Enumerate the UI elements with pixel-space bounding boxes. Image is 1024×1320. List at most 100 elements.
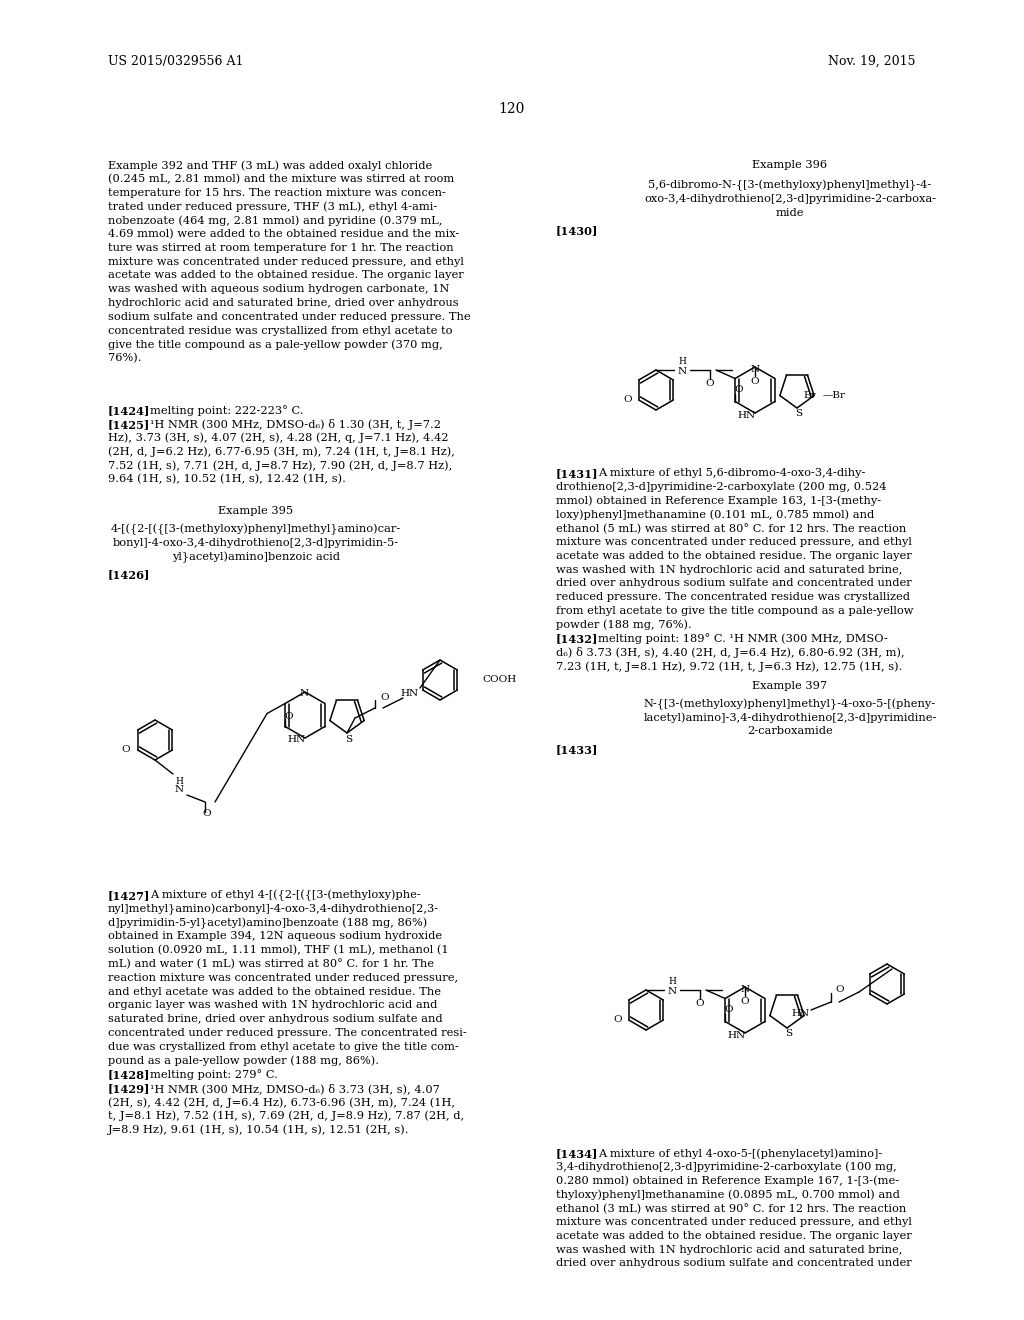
Text: 2-carboxamide: 2-carboxamide: [748, 726, 833, 737]
Text: A mixture of ethyl 4-oxo-5-[(phenylacetyl)amino]-: A mixture of ethyl 4-oxo-5-[(phenylacety…: [598, 1148, 883, 1159]
Text: [1429]: [1429]: [108, 1084, 151, 1094]
Text: hydrochloric acid and saturated brine, dried over anhydrous: hydrochloric acid and saturated brine, d…: [108, 298, 459, 308]
Text: ¹H NMR (300 MHz, DMSO-d₆) δ 3.73 (3H, s), 4.07: ¹H NMR (300 MHz, DMSO-d₆) δ 3.73 (3H, s)…: [150, 1084, 440, 1094]
Text: 3,4-dihydrothieno[2,3-d]pyrimidine-2-carboxylate (100 mg,: 3,4-dihydrothieno[2,3-d]pyrimidine-2-car…: [556, 1162, 897, 1172]
Text: [1427]: [1427]: [108, 890, 151, 902]
Text: ethanol (5 mL) was stirred at 80° C. for 12 hrs. The reaction: ethanol (5 mL) was stirred at 80° C. for…: [556, 523, 906, 533]
Text: N: N: [299, 689, 308, 698]
Text: A mixture of ethyl 5,6-dibromo-4-oxo-3,4-dihy-: A mixture of ethyl 5,6-dibromo-4-oxo-3,4…: [598, 469, 865, 478]
Text: Hz), 3.73 (3H, s), 4.07 (2H, s), 4.28 (2H, q, J=7.1 Hz), 4.42: Hz), 3.73 (3H, s), 4.07 (2H, s), 4.28 (2…: [108, 433, 449, 444]
Text: drothieno[2,3-d]pyrimidine-2-carboxylate (200 mg, 0.524: drothieno[2,3-d]pyrimidine-2-carboxylate…: [556, 482, 887, 492]
Text: O: O: [751, 376, 760, 385]
Text: solution (0.0920 mL, 1.11 mmol), THF (1 mL), methanol (1: solution (0.0920 mL, 1.11 mmol), THF (1 …: [108, 945, 449, 956]
Text: O: O: [624, 396, 632, 404]
Text: 7.23 (1H, t, J=8.1 Hz), 9.72 (1H, t, J=6.3 Hz), 12.75 (1H, s).: 7.23 (1H, t, J=8.1 Hz), 9.72 (1H, t, J=6…: [556, 661, 902, 672]
Text: N: N: [668, 987, 677, 997]
Text: COOH: COOH: [482, 676, 516, 685]
Text: was washed with 1N hydrochloric acid and saturated brine,: was washed with 1N hydrochloric acid and…: [556, 1245, 902, 1254]
Text: 5,6-dibromo-N-{[3-(methyloxy)phenyl]methyl}-4-: 5,6-dibromo-N-{[3-(methyloxy)phenyl]meth…: [648, 180, 932, 191]
Text: HN: HN: [728, 1031, 746, 1040]
Text: and ethyl acetate was added to the obtained residue. The: and ethyl acetate was added to the obtai…: [108, 986, 441, 997]
Text: acetate was added to the obtained residue. The organic layer: acetate was added to the obtained residu…: [108, 271, 464, 280]
Text: HN: HN: [792, 1010, 810, 1019]
Text: ture was stirred at room temperature for 1 hr. The reaction: ture was stirred at room temperature for…: [108, 243, 454, 253]
Text: Br: Br: [803, 392, 816, 400]
Text: [1432]: [1432]: [556, 634, 598, 644]
Text: acetate was added to the obtained residue. The organic layer: acetate was added to the obtained residu…: [556, 1230, 911, 1241]
Text: O: O: [695, 998, 705, 1007]
Text: was washed with aqueous sodium hydrogen carbonate, 1N: was washed with aqueous sodium hydrogen …: [108, 284, 450, 294]
Text: mide: mide: [776, 207, 804, 218]
Text: N: N: [678, 367, 686, 376]
Text: nyl]methyl}amino)carbonyl]-4-oxo-3,4-dihydrothieno[2,3-: nyl]methyl}amino)carbonyl]-4-oxo-3,4-dih…: [108, 904, 439, 915]
Text: H: H: [678, 356, 686, 366]
Text: concentrated under reduced pressure. The concentrated resi-: concentrated under reduced pressure. The…: [108, 1028, 467, 1038]
Text: H: H: [668, 977, 676, 986]
Text: S: S: [785, 1030, 793, 1039]
Text: mixture was concentrated under reduced pressure, and ethyl: mixture was concentrated under reduced p…: [108, 256, 464, 267]
Text: N: N: [751, 364, 760, 374]
Text: O: O: [836, 986, 845, 994]
Text: HN: HN: [738, 411, 756, 420]
Text: mixture was concentrated under reduced pressure, and ethyl: mixture was concentrated under reduced p…: [556, 1217, 912, 1228]
Text: trated under reduced pressure, THF (3 mL), ethyl 4-ami-: trated under reduced pressure, THF (3 mL…: [108, 202, 437, 213]
Text: saturated brine, dried over anhydrous sodium sulfate and: saturated brine, dried over anhydrous so…: [108, 1014, 442, 1024]
Text: Example 396: Example 396: [753, 160, 827, 170]
Text: reduced pressure. The concentrated residue was crystallized: reduced pressure. The concentrated resid…: [556, 593, 910, 602]
Text: (0.245 mL, 2.81 mmol) and the mixture was stirred at room: (0.245 mL, 2.81 mmol) and the mixture wa…: [108, 174, 455, 185]
Text: S: S: [345, 734, 352, 743]
Text: [1430]: [1430]: [556, 226, 598, 236]
Text: from ethyl acetate to give the title compound as a pale-yellow: from ethyl acetate to give the title com…: [556, 606, 913, 616]
Text: [1428]: [1428]: [108, 1069, 151, 1080]
Text: —Br: —Br: [822, 391, 845, 400]
Text: temperature for 15 hrs. The reaction mixture was concen-: temperature for 15 hrs. The reaction mix…: [108, 187, 445, 198]
Text: S: S: [796, 409, 803, 418]
Text: [1425]: [1425]: [108, 418, 151, 430]
Text: HN: HN: [288, 735, 306, 744]
Text: 7.52 (1H, s), 7.71 (2H, d, J=8.7 Hz), 7.90 (2H, d, J=8.7 Hz),: 7.52 (1H, s), 7.71 (2H, d, J=8.7 Hz), 7.…: [108, 461, 453, 471]
Text: obtained in Example 394, 12N aqueous sodium hydroxide: obtained in Example 394, 12N aqueous sod…: [108, 932, 442, 941]
Text: concentrated residue was crystallized from ethyl acetate to: concentrated residue was crystallized fr…: [108, 326, 453, 335]
Text: US 2015/0329556 A1: US 2015/0329556 A1: [108, 55, 244, 69]
Text: loxy)phenyl]methanamine (0.101 mL, 0.785 mmol) and: loxy)phenyl]methanamine (0.101 mL, 0.785…: [556, 510, 874, 520]
Text: nobenzoate (464 mg, 2.81 mmol) and pyridine (0.379 mL,: nobenzoate (464 mg, 2.81 mmol) and pyrid…: [108, 215, 442, 226]
Text: thyloxy)phenyl]methanamine (0.0895 mL, 0.700 mmol) and: thyloxy)phenyl]methanamine (0.0895 mL, 0…: [556, 1189, 900, 1200]
Text: dried over anhydrous sodium sulfate and concentrated under: dried over anhydrous sodium sulfate and …: [556, 1258, 911, 1269]
Text: 4.69 mmol) were added to the obtained residue and the mix-: 4.69 mmol) were added to the obtained re…: [108, 228, 459, 239]
Text: N-{[3-(methyloxy)phenyl]methyl}-4-oxo-5-[(pheny-: N-{[3-(methyloxy)phenyl]methyl}-4-oxo-5-…: [644, 698, 936, 710]
Text: mixture was concentrated under reduced pressure, and ethyl: mixture was concentrated under reduced p…: [556, 537, 912, 546]
Text: O: O: [122, 746, 130, 755]
Text: melting point: 222-223° C.: melting point: 222-223° C.: [150, 405, 303, 416]
Text: 120: 120: [499, 102, 525, 116]
Text: mL) and water (1 mL) was stirred at 80° C. for 1 hr. The: mL) and water (1 mL) was stirred at 80° …: [108, 960, 434, 970]
Text: [1424]: [1424]: [108, 405, 151, 416]
Text: O: O: [735, 385, 743, 393]
Text: H: H: [175, 777, 183, 787]
Text: 9.64 (1H, s), 10.52 (1H, s), 12.42 (1H, s).: 9.64 (1H, s), 10.52 (1H, s), 12.42 (1H, …: [108, 474, 346, 484]
Text: (2H, s), 4.42 (2H, d, J=6.4 Hz), 6.73-6.96 (3H, m), 7.24 (1H,: (2H, s), 4.42 (2H, d, J=6.4 Hz), 6.73-6.…: [108, 1097, 455, 1107]
Text: oxo-3,4-dihydrothieno[2,3-d]pyrimidine-2-carboxa-: oxo-3,4-dihydrothieno[2,3-d]pyrimidine-2…: [644, 194, 936, 203]
Text: Nov. 19, 2015: Nov. 19, 2015: [828, 55, 916, 69]
Text: O: O: [203, 809, 211, 818]
Text: melting point: 279° C.: melting point: 279° C.: [150, 1069, 278, 1080]
Text: 0.280 mmol) obtained in Reference Example 167, 1-[3-(me-: 0.280 mmol) obtained in Reference Exampl…: [556, 1176, 899, 1187]
Text: Example 392 and THF (3 mL) was added oxalyl chloride: Example 392 and THF (3 mL) was added oxa…: [108, 160, 432, 170]
Text: sodium sulfate and concentrated under reduced pressure. The: sodium sulfate and concentrated under re…: [108, 312, 471, 322]
Text: give the title compound as a pale-yellow powder (370 mg,: give the title compound as a pale-yellow…: [108, 339, 442, 350]
Text: [1433]: [1433]: [556, 744, 598, 755]
Text: 4-[({2-[({[3-(methyloxy)phenyl]methyl}amino)car-: 4-[({2-[({[3-(methyloxy)phenyl]methyl}am…: [111, 524, 401, 535]
Text: d₆) δ 3.73 (3H, s), 4.40 (2H, d, J=6.4 Hz), 6.80-6.92 (3H, m),: d₆) δ 3.73 (3H, s), 4.40 (2H, d, J=6.4 H…: [556, 647, 904, 659]
Text: powder (188 mg, 76%).: powder (188 mg, 76%).: [556, 620, 692, 631]
Text: O: O: [613, 1015, 623, 1024]
Text: J=8.9 Hz), 9.61 (1H, s), 10.54 (1H, s), 12.51 (2H, s).: J=8.9 Hz), 9.61 (1H, s), 10.54 (1H, s), …: [108, 1125, 410, 1135]
Text: Example 395: Example 395: [218, 506, 294, 516]
Text: O: O: [285, 711, 294, 721]
Text: N: N: [740, 985, 750, 994]
Text: melting point: 189° C. ¹H NMR (300 MHz, DMSO-: melting point: 189° C. ¹H NMR (300 MHz, …: [598, 634, 888, 644]
Text: [1426]: [1426]: [108, 569, 151, 581]
Text: lacetyl)amino]-3,4-dihydrothieno[2,3-d]pyrimidine-: lacetyl)amino]-3,4-dihydrothieno[2,3-d]p…: [643, 713, 937, 723]
Text: dried over anhydrous sodium sulfate and concentrated under: dried over anhydrous sodium sulfate and …: [556, 578, 911, 589]
Text: acetate was added to the obtained residue. The organic layer: acetate was added to the obtained residu…: [556, 550, 911, 561]
Text: t, J=8.1 Hz), 7.52 (1H, s), 7.69 (2H, d, J=8.9 Hz), 7.87 (2H, d,: t, J=8.1 Hz), 7.52 (1H, s), 7.69 (2H, d,…: [108, 1111, 464, 1122]
Text: [1434]: [1434]: [556, 1148, 598, 1159]
